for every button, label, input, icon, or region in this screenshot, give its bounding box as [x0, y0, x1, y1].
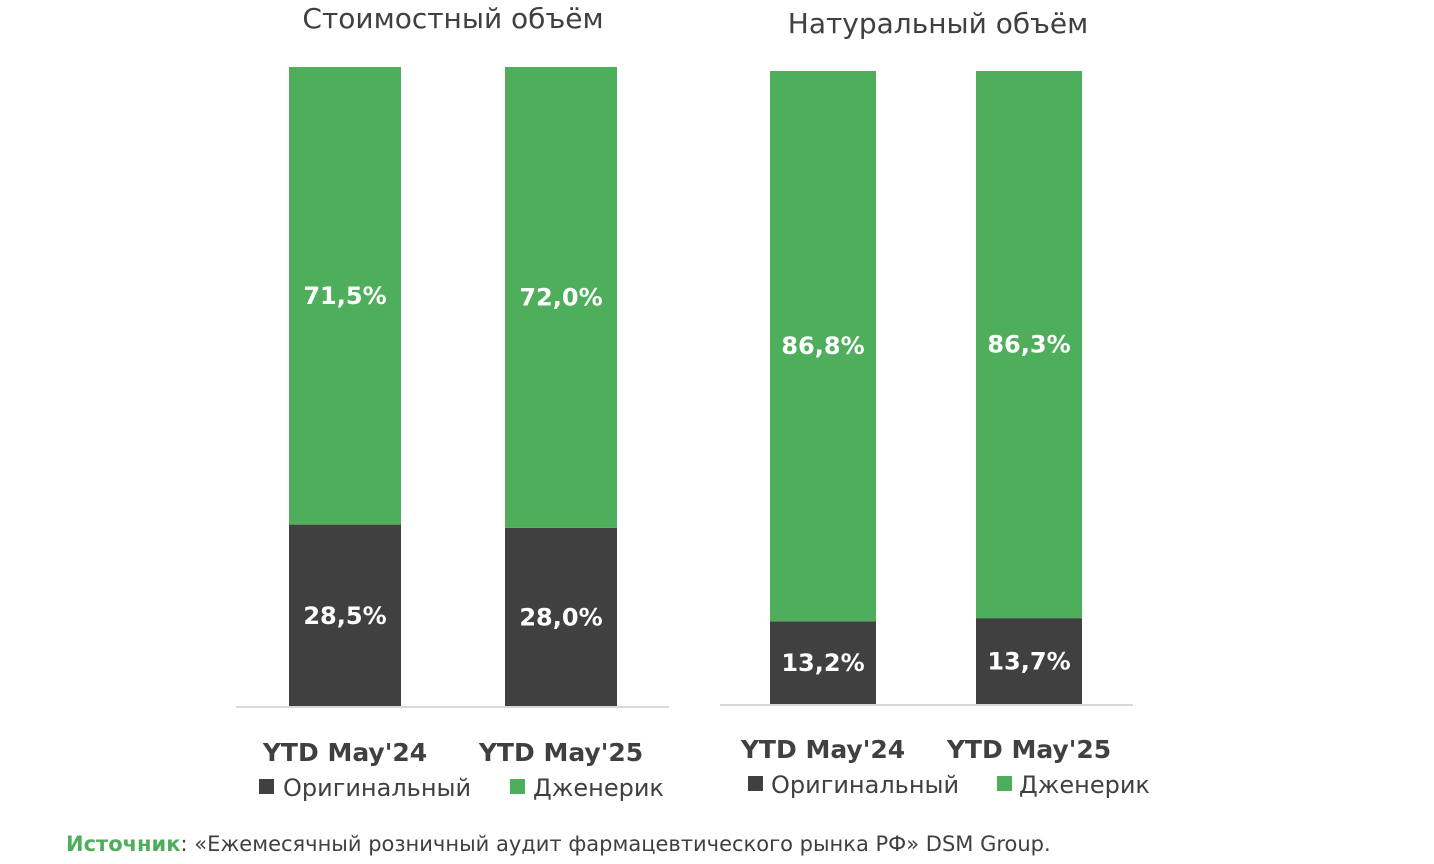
legend-label: Дженерик — [1019, 771, 1150, 799]
data-label: 72,0% — [519, 283, 602, 311]
bar-segment — [289, 67, 401, 525]
x-tick-label: YTD May'25 — [946, 735, 1111, 764]
data-label: 86,8% — [781, 332, 864, 360]
legend-label: Оригинальный — [283, 774, 471, 802]
bar-segment — [976, 618, 1082, 705]
bar-segment — [770, 71, 876, 622]
chart-title: Натуральный объём — [788, 7, 1088, 40]
bar-segment — [976, 71, 1082, 619]
x-tick-label: YTD May'25 — [478, 738, 643, 767]
data-label: 28,0% — [519, 603, 602, 631]
legend-swatch — [510, 779, 525, 794]
source-note: Источник: «Ежемесячный розничный аудит ф… — [66, 832, 1051, 856]
legend-label: Оригинальный — [771, 771, 959, 799]
data-label: 86,3% — [987, 331, 1070, 359]
data-label: 71,5% — [303, 282, 386, 310]
source-text: «Ежемесячный розничный аудит фармацевтич… — [187, 832, 1051, 856]
chart-title: Стоимостный объём — [302, 2, 603, 35]
data-label: 28,5% — [303, 602, 386, 630]
x-tick-label: YTD May'24 — [740, 735, 905, 764]
source-label: Источник — [66, 832, 181, 856]
legend-swatch — [259, 779, 274, 794]
data-label: 13,7% — [987, 648, 1070, 676]
x-tick-label: YTD May'24 — [262, 738, 427, 767]
bar-segment — [505, 67, 617, 528]
bar-segment — [289, 524, 401, 707]
bar-segment — [505, 527, 617, 707]
legend-swatch — [997, 776, 1012, 791]
source-separator: : — [180, 832, 188, 856]
data-label: 13,2% — [781, 649, 864, 677]
bar-segment — [770, 621, 876, 705]
legend-label: Дженерик — [533, 774, 664, 802]
legend-swatch — [748, 776, 763, 791]
